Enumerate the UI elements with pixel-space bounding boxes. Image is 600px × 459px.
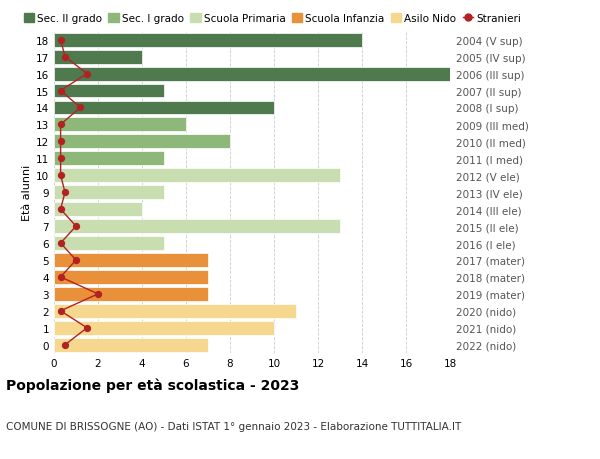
Point xyxy=(56,206,65,213)
Point xyxy=(60,189,70,196)
Text: Popolazione per età scolastica - 2023: Popolazione per età scolastica - 2023 xyxy=(6,378,299,392)
Bar xyxy=(54,253,208,267)
Bar xyxy=(54,34,362,48)
Bar xyxy=(54,338,208,352)
Bar xyxy=(54,287,208,301)
Bar xyxy=(54,304,296,318)
Bar xyxy=(54,203,142,217)
Point xyxy=(93,291,103,298)
Bar xyxy=(54,67,450,81)
Point xyxy=(71,257,81,264)
Point xyxy=(76,105,85,112)
Point xyxy=(56,37,65,44)
Bar xyxy=(54,220,340,234)
Point xyxy=(82,71,92,78)
Bar xyxy=(54,118,186,132)
Bar xyxy=(54,101,274,115)
Bar xyxy=(54,135,230,149)
Bar xyxy=(54,50,142,64)
Point xyxy=(56,240,65,247)
Bar xyxy=(54,169,340,183)
Bar xyxy=(54,186,164,200)
Point xyxy=(71,223,81,230)
Point xyxy=(60,341,70,349)
Point xyxy=(56,308,65,315)
Point xyxy=(56,138,65,146)
Point xyxy=(56,172,65,179)
Point xyxy=(56,88,65,95)
Y-axis label: Età alunni: Età alunni xyxy=(22,165,32,221)
Point xyxy=(60,54,70,61)
Bar xyxy=(54,152,164,166)
Bar xyxy=(54,84,164,98)
Point xyxy=(56,122,65,129)
Bar xyxy=(54,270,208,284)
Point xyxy=(82,325,92,332)
Bar xyxy=(54,321,274,335)
Legend: Sec. II grado, Sec. I grado, Scuola Primaria, Scuola Infanzia, Asilo Nido, Stran: Sec. II grado, Sec. I grado, Scuola Prim… xyxy=(23,14,521,24)
Text: COMUNE DI BRISSOGNE (AO) - Dati ISTAT 1° gennaio 2023 - Elaborazione TUTTITALIA.: COMUNE DI BRISSOGNE (AO) - Dati ISTAT 1°… xyxy=(6,421,461,431)
Point xyxy=(56,274,65,281)
Bar xyxy=(54,236,164,251)
Point xyxy=(56,155,65,162)
